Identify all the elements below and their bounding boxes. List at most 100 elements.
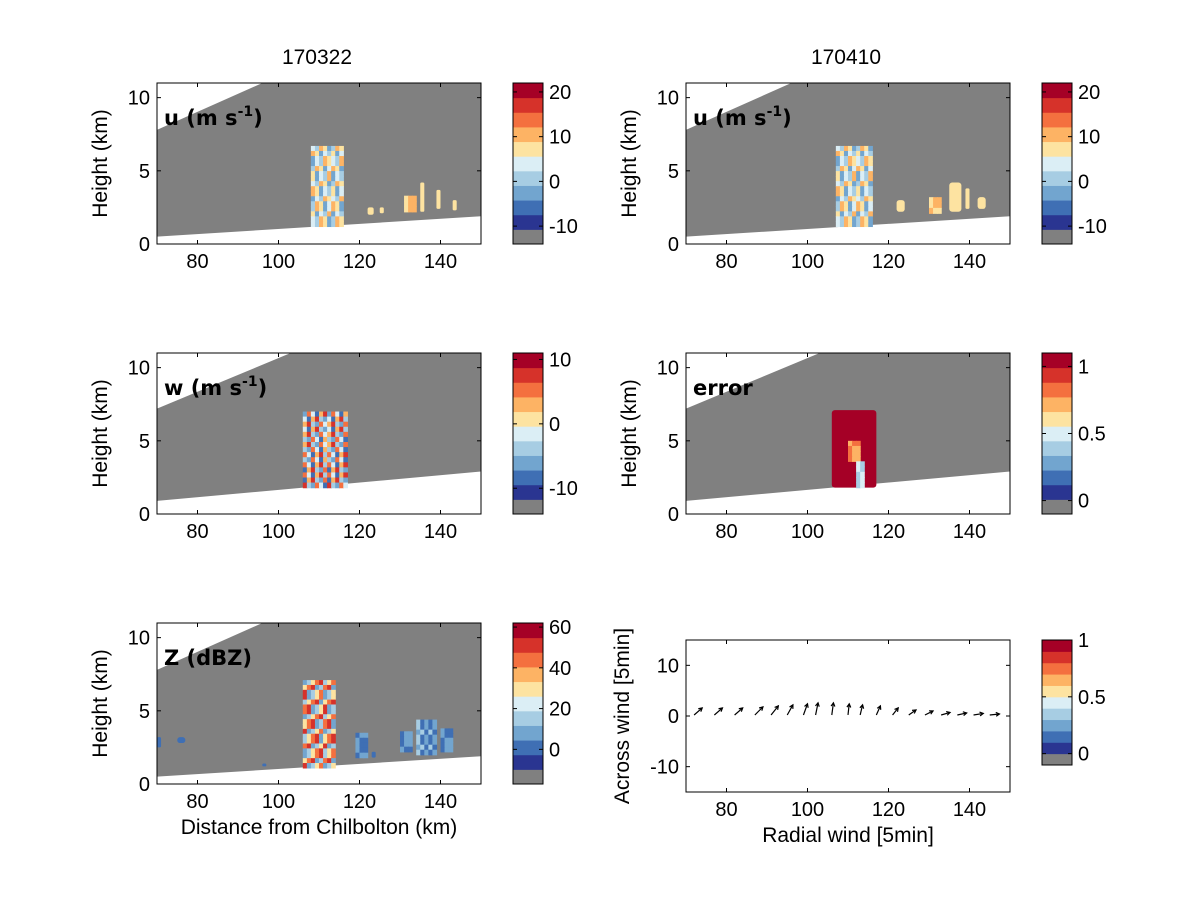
echo-pixel [306,457,312,463]
echo-pixel [843,166,849,172]
echo-pixel [323,201,328,207]
wind-vector-head [738,707,744,712]
echo-pixel [864,176,869,182]
wind-vector-head [789,703,794,709]
echo-pixel [848,445,853,452]
echo-pixel [864,196,869,202]
echo-pixel [327,155,332,162]
echo-pixel [331,416,336,423]
x-tick-label: 140 [424,521,457,543]
echo-pixel [314,441,320,448]
echo-pixel [843,216,849,223]
echo-cell [371,751,376,758]
echo-pixel [852,171,857,177]
echo-pixel [860,216,865,223]
x-tick-label: 120 [872,799,905,821]
echo-pixel [306,714,312,720]
echo-pixel [306,436,312,443]
echo-pixel [416,744,421,751]
echo-pixel [314,216,320,223]
plot-content [157,83,481,237]
echo-pixel [864,221,869,228]
colorbar-bin [513,170,543,186]
echo-pixel [302,421,308,428]
x-axis-label: Radial wind [5min] [762,824,934,847]
echo-pixel [860,191,865,197]
echo-pixel [339,477,344,484]
colorbar-bin [1042,112,1072,128]
echo-pixel [843,161,849,167]
echo-pixel [323,733,328,740]
echo-pixel [302,457,308,463]
echo-pixel [448,742,454,748]
panel-label-superscript: -1 [242,374,258,390]
echo-pixel [839,145,845,152]
echo-pixel [310,709,316,715]
echo-pixel [331,743,336,749]
colorbar-bin [513,411,543,427]
echo-pixel [339,145,344,152]
echo-feature [177,737,186,744]
echo-pixel [302,680,308,686]
echo-pixel [864,211,869,217]
colorbar: 20 10 0 -10 [512,82,578,245]
echo-pixel [327,421,332,428]
colorbar-bin [513,382,543,398]
echo-pixel [314,201,320,207]
echo-pixel [310,723,316,730]
colorbar-bin [1042,83,1072,99]
x-tick-label: 100 [262,521,295,543]
wind-vector [786,704,794,716]
echo-pixel [319,723,324,730]
echo-pixel [848,150,853,157]
colorbar-bin [513,666,543,683]
x-tick-label: 120 [872,251,905,273]
echo-pixel [310,763,316,769]
echo-pixel [339,161,344,167]
echo-pixel [860,466,865,473]
echo-pixel [314,753,320,759]
echo-pixel [302,441,308,448]
echo-pixel [839,161,845,167]
echo-feature [367,207,374,215]
column-title-right: 170410 [811,46,881,69]
echo-pixel [335,482,340,489]
echo-pixel [327,145,332,152]
echo-pixel [856,196,861,202]
echo-pixel [856,166,861,172]
echo-pixel [331,161,336,167]
echo-pixel [314,467,320,474]
echo-pixel [327,694,332,701]
echo-pixel [339,472,344,479]
echo-pixel [868,176,873,182]
y-tick-label: 5 [139,431,150,453]
echo-pixel [327,689,332,696]
echo-pixel [327,196,332,202]
echo-pixel [343,441,348,448]
echo-pixel [864,181,869,187]
echo-pixel [339,181,344,187]
echo-pixel [327,431,332,438]
colorbar-tick-label: 0 [549,739,560,761]
echo-pixel [843,155,849,162]
colorbar-bin [513,83,543,99]
echo-pixel [319,477,324,484]
echo-pixel [864,216,869,223]
echo-pixel [428,749,433,756]
echo-pixel [323,150,328,157]
echo-pixel [319,709,324,715]
echo-pixel [319,680,324,686]
colorbar-tick-label: -10 [549,478,578,500]
echo-pixel [839,221,845,228]
panel-label: u (m s-1) [693,104,792,130]
colorbar-bin [1042,719,1072,732]
x-tick-label: 80 [715,799,737,821]
echo-pixel [323,216,328,223]
echo-pixel [408,736,413,743]
echo-pixel [310,216,316,223]
echo-pixel [319,161,324,167]
echo-pixel [310,441,316,448]
echo-pixel [848,451,853,457]
echo-pixel [339,176,344,182]
x-tick-label: 100 [791,251,824,273]
